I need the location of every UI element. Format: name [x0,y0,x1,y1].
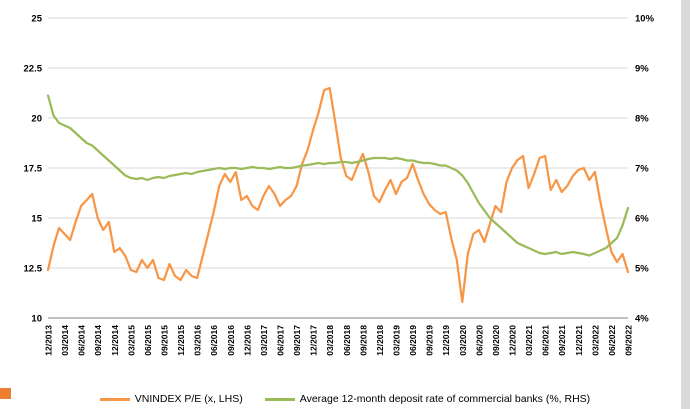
svg-text:6%: 6% [635,214,649,225]
svg-text:12/2021: 12/2021 [574,325,584,356]
svg-text:12/2019: 12/2019 [441,325,451,356]
svg-text:06/2020: 06/2020 [474,325,484,356]
deposit-rate-line-swatch-icon [264,397,295,401]
svg-text:12/2018: 12/2018 [375,325,385,356]
svg-text:12.5: 12.5 [24,264,43,275]
legend-item-vnindex-pe: VNINDEX P/E (x, LHS) [99,393,243,405]
svg-text:09/2020: 09/2020 [491,325,501,356]
svg-text:03/2017: 03/2017 [259,325,269,356]
svg-text:10%: 10% [635,14,655,25]
svg-text:7%: 7% [635,164,649,175]
legend-label-vnindex-pe: VNINDEX P/E (x, LHS) [134,393,243,405]
svg-text:09/2019: 09/2019 [425,325,435,356]
legend-item-deposit-rate: Average 12-month deposit rate of commerc… [264,393,591,405]
vnindex-pe-line-swatch-icon [99,397,130,401]
slide-accent-square [0,388,11,399]
svg-text:8%: 8% [635,114,649,125]
svg-text:12/2015: 12/2015 [176,325,186,356]
svg-text:09/2022: 09/2022 [624,325,634,356]
svg-text:9%: 9% [635,64,649,75]
svg-text:09/2015: 09/2015 [160,325,170,356]
svg-text:03/2018: 03/2018 [325,325,335,356]
svg-text:5%: 5% [635,264,649,275]
svg-text:12/2017: 12/2017 [309,325,319,356]
svg-text:10: 10 [31,314,42,325]
svg-text:06/2021: 06/2021 [541,325,551,356]
slide-background-strip [681,0,690,409]
svg-text:06/2016: 06/2016 [209,325,219,356]
svg-text:09/2018: 09/2018 [358,325,368,356]
legend-label-deposit-rate: Average 12-month deposit rate of commerc… [299,393,591,405]
svg-text:12/2020: 12/2020 [508,325,518,356]
svg-text:06/2019: 06/2019 [408,325,418,356]
svg-text:03/2020: 03/2020 [458,325,468,356]
chart-legend: VNINDEX P/E (x, LHS) Average 12-month de… [20,393,670,405]
svg-text:12/2014: 12/2014 [110,325,120,356]
svg-text:06/2018: 06/2018 [342,325,352,356]
pe-vs-deposit-rate-chart: 25 22.5 20 17.5 15 12.5 10 10% 9% 8% 7% 6% 5% 4% 12/20… [24,14,655,356]
svg-text:22.5: 22.5 [24,64,43,75]
svg-text:09/2021: 09/2021 [557,325,567,356]
svg-text:4%: 4% [635,314,649,325]
svg-text:09/2014: 09/2014 [93,325,103,356]
svg-text:06/2022: 06/2022 [607,325,617,356]
svg-text:09/2017: 09/2017 [292,325,302,356]
svg-text:03/2016: 03/2016 [193,325,203,356]
svg-text:03/2015: 03/2015 [126,325,136,356]
svg-text:09/2016: 09/2016 [226,325,236,356]
svg-text:25: 25 [31,14,42,25]
svg-text:03/2022: 03/2022 [590,325,600,356]
svg-text:06/2017: 06/2017 [276,325,286,356]
svg-text:06/2014: 06/2014 [77,325,87,356]
svg-text:15: 15 [31,214,42,225]
svg-text:12/2013: 12/2013 [44,325,54,356]
svg-text:03/2019: 03/2019 [392,325,402,356]
svg-text:20: 20 [31,114,42,125]
svg-text:17.5: 17.5 [24,164,43,175]
svg-text:12/2016: 12/2016 [242,325,252,356]
svg-text:06/2015: 06/2015 [143,325,153,356]
svg-text:03/2014: 03/2014 [60,325,70,356]
svg-text:03/2021: 03/2021 [524,325,534,356]
